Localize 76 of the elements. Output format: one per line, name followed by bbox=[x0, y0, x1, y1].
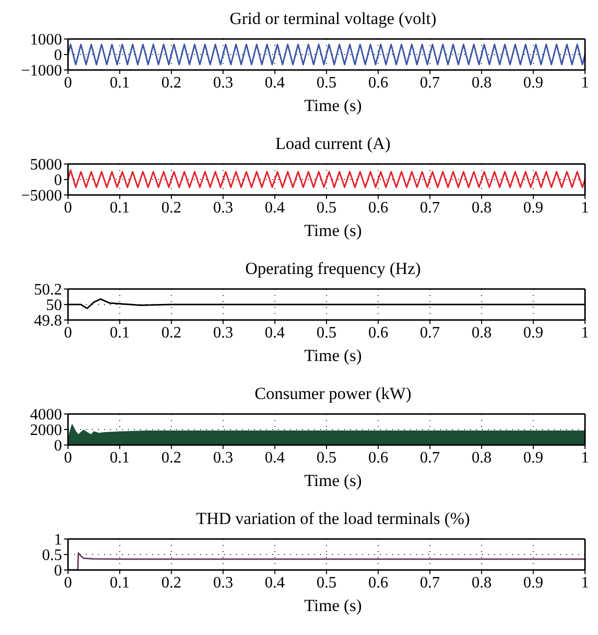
y-tick-label: 50.2 bbox=[34, 282, 62, 299]
x-tick-label: 0.5 bbox=[316, 324, 336, 342]
y-tick-label: 50 bbox=[46, 297, 62, 314]
x-tick-label: 0.2 bbox=[161, 199, 182, 216]
x-tick-label: 0.3 bbox=[213, 74, 234, 92]
x-tick-label: 0.6 bbox=[368, 324, 388, 342]
x-axis-title: Time (s) bbox=[303, 345, 363, 367]
x-tick-label: 0.2 bbox=[161, 449, 182, 466]
x-tick-label: 0.2 bbox=[161, 74, 182, 92]
x-tick-label: 0.8 bbox=[472, 449, 492, 466]
y-tick-label: −5000 bbox=[20, 188, 62, 205]
y-tick-label: 1000 bbox=[30, 32, 62, 49]
line-series bbox=[68, 169, 585, 188]
x-tick-label: 0.4 bbox=[264, 449, 285, 466]
x-tick-label: 0.1 bbox=[110, 199, 130, 216]
chart-title: Operating frequency (Hz) bbox=[244, 258, 422, 280]
x-tick-label: 0.1 bbox=[110, 324, 130, 342]
x-tick-label: 0.6 bbox=[368, 199, 388, 216]
x-tick-label: 1 bbox=[581, 199, 589, 216]
y-tick-label: 4000 bbox=[30, 406, 62, 424]
x-tick-label: 0.3 bbox=[213, 449, 234, 466]
x-tick-label: 1 bbox=[581, 74, 589, 92]
x-tick-label: 0.7 bbox=[420, 324, 440, 342]
x-tick-label: 0.8 bbox=[472, 74, 492, 92]
x-tick-label: 0.6 bbox=[368, 449, 388, 466]
x-tick-label: 0.4 bbox=[264, 324, 285, 342]
x-axis-title: Time (s) bbox=[303, 220, 363, 242]
x-tick-label: 0.4 bbox=[264, 574, 285, 592]
y-tick-label: 0 bbox=[54, 562, 62, 580]
y-tick-label: 0.5 bbox=[42, 547, 62, 564]
x-tick-label: 0.1 bbox=[110, 449, 130, 466]
x-tick-label: 0.7 bbox=[420, 199, 440, 216]
x-tick-label: 0.3 bbox=[213, 199, 234, 216]
x-tick-label: 0.1 bbox=[110, 74, 130, 92]
x-tick-label: 0.5 bbox=[316, 74, 336, 92]
x-tick-label: 0.5 bbox=[316, 449, 336, 466]
x-tick-label: 0.9 bbox=[523, 449, 544, 466]
x-axis-title: Time (s) bbox=[303, 95, 363, 117]
y-tick-label: 49.8 bbox=[34, 312, 62, 330]
x-tick-label: 1 bbox=[581, 574, 589, 592]
y-tick-label: 0 bbox=[54, 172, 62, 190]
x-tick-label: 0.2 bbox=[161, 574, 182, 592]
x-axis-title: Time (s) bbox=[303, 595, 363, 617]
x-tick-label: 0.9 bbox=[523, 574, 544, 592]
x-tick-label: 1 bbox=[581, 449, 589, 466]
x-tick-label: 0.6 bbox=[368, 74, 388, 92]
x-tick-label: 0.5 bbox=[316, 574, 336, 592]
x-tick-label: 0.9 bbox=[523, 199, 544, 216]
x-tick-label: 0.4 bbox=[264, 74, 285, 92]
y-tick-label: 0 bbox=[54, 47, 62, 64]
chart-title: Grid or terminal voltage (volt) bbox=[228, 8, 438, 30]
x-tick-label: 0.1 bbox=[110, 574, 130, 592]
chart-title: THD variation of the load terminals (%) bbox=[195, 508, 471, 530]
x-tick-label: 0.4 bbox=[264, 199, 285, 216]
x-tick-label: 0.9 bbox=[523, 74, 544, 92]
y-tick-label: 2000 bbox=[30, 422, 62, 440]
x-tick-label: 0.7 bbox=[420, 574, 440, 592]
x-tick-label: 0.8 bbox=[472, 199, 492, 216]
x-tick-label: 0.3 bbox=[213, 574, 234, 592]
x-tick-label: 0.2 bbox=[161, 324, 182, 342]
x-tick-label: 0.3 bbox=[213, 324, 234, 342]
x-tick-label: 0.6 bbox=[368, 574, 388, 592]
x-tick-label: 0.8 bbox=[472, 574, 492, 592]
y-tick-label: 5000 bbox=[30, 156, 62, 174]
x-tick-label: 0.7 bbox=[420, 74, 440, 92]
x-axis-title: Time (s) bbox=[303, 470, 363, 492]
x-tick-label: 0.9 bbox=[523, 324, 544, 342]
y-tick-label: 0 bbox=[54, 438, 62, 455]
chart-title: Load current (A) bbox=[274, 133, 392, 155]
x-tick-label: 0.7 bbox=[420, 449, 440, 466]
y-tick-label: −1000 bbox=[20, 62, 62, 80]
x-tick-label: 0.8 bbox=[472, 324, 492, 342]
chart-title: Consumer power (kW) bbox=[254, 383, 412, 405]
y-tick-label: 1 bbox=[54, 532, 62, 549]
x-tick-label: 0.5 bbox=[316, 199, 336, 216]
x-tick-label: 1 bbox=[581, 324, 589, 342]
